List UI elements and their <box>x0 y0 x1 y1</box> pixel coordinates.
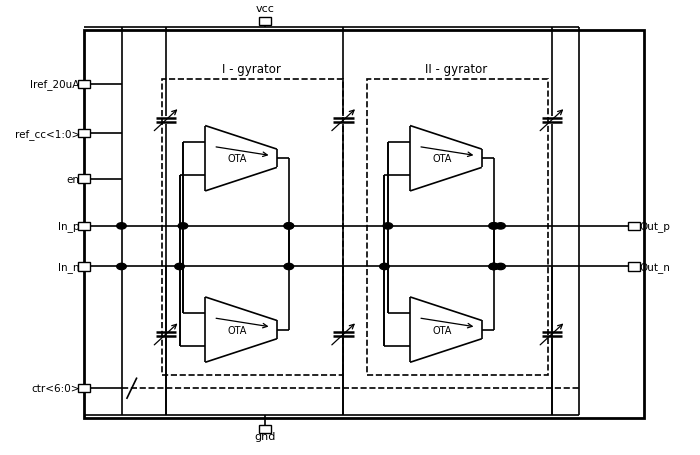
Circle shape <box>496 264 505 270</box>
Circle shape <box>284 264 293 270</box>
Text: OTA: OTA <box>228 154 247 164</box>
Bar <box>84 30 644 418</box>
Circle shape <box>117 223 126 229</box>
Bar <box>628 222 640 230</box>
Text: ref_cc<1:0>: ref_cc<1:0> <box>15 129 80 140</box>
Circle shape <box>383 223 393 229</box>
Text: Out_p: Out_p <box>639 221 670 232</box>
Bar <box>162 80 344 375</box>
Bar <box>78 384 90 392</box>
Text: II - gyrator: II - gyrator <box>425 63 487 76</box>
Bar <box>259 18 271 25</box>
Circle shape <box>489 264 498 270</box>
Bar <box>78 81 90 89</box>
Text: ctr<6:0>: ctr<6:0> <box>32 384 80 394</box>
Circle shape <box>379 264 389 270</box>
Circle shape <box>284 223 293 229</box>
Circle shape <box>175 264 184 270</box>
Circle shape <box>489 223 498 229</box>
Circle shape <box>489 223 498 229</box>
Text: In_p: In_p <box>58 221 80 232</box>
Circle shape <box>496 223 505 229</box>
Text: OTA: OTA <box>228 325 247 335</box>
Text: OTA: OTA <box>433 325 452 335</box>
Circle shape <box>284 223 293 229</box>
Text: OTA: OTA <box>433 154 452 164</box>
Bar <box>628 263 640 271</box>
Text: Iref_20uA: Iref_20uA <box>31 79 80 90</box>
Bar <box>259 425 271 433</box>
Text: I - gyrator: I - gyrator <box>222 63 281 76</box>
Text: In_n: In_n <box>58 262 80 273</box>
Text: gnd: gnd <box>254 431 276 441</box>
Bar <box>78 263 90 271</box>
Bar <box>78 130 90 138</box>
Circle shape <box>117 264 126 270</box>
Circle shape <box>489 264 498 270</box>
Circle shape <box>178 223 188 229</box>
Text: vcc: vcc <box>256 4 274 14</box>
Text: Out_n: Out_n <box>639 262 670 273</box>
Bar <box>78 222 90 230</box>
Bar <box>78 175 90 183</box>
Bar <box>368 80 548 375</box>
Text: en: en <box>66 174 80 184</box>
